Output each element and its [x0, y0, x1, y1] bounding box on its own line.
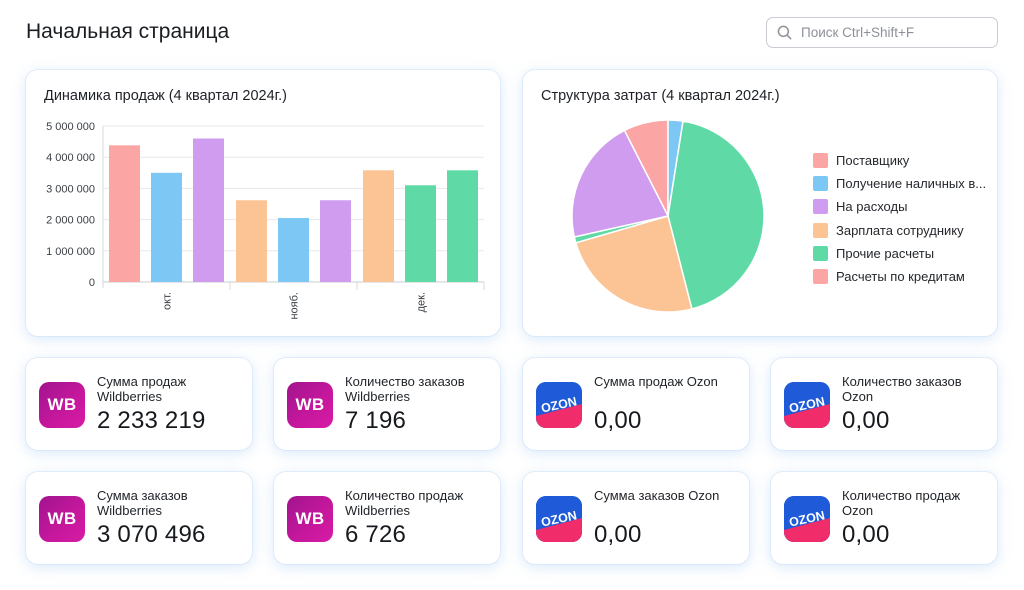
costs-pie-chart: [571, 119, 765, 313]
legend-item[interactable]: На расходы: [813, 195, 986, 218]
wb-logo-icon: WB: [39, 496, 85, 542]
y-tick-label: 4 000 000: [46, 152, 95, 164]
sales-chart-title: Динамика продаж (4 квартал 2024г.): [44, 88, 288, 104]
ozon-logo-icon: OZON: [784, 496, 830, 542]
x-tick-label: дек.: [416, 292, 428, 312]
bar[interactable]: [193, 138, 224, 282]
legend-label: Получение наличных в...: [836, 176, 987, 192]
wb-logo-icon: WB: [39, 382, 85, 428]
costs-chart-card: Структура затрат (4 квартал 2024г.) Пост…: [523, 70, 997, 336]
pie-slice[interactable]: [571, 129, 670, 238]
x-tick-label: окт.: [162, 292, 174, 310]
stat-card[interactable]: OZON Количество заказов Ozon 0,00: [771, 358, 997, 450]
y-tick-label: 3 000 000: [46, 183, 95, 195]
y-tick-label: 0: [89, 277, 95, 289]
ozon-logo-icon: OZON: [536, 382, 582, 428]
pie-slice[interactable]: [667, 120, 765, 310]
legend-label: Зарплата сотруднику: [836, 222, 964, 238]
stat-value: 2 233 219: [97, 407, 206, 434]
search-input[interactable]: [801, 25, 991, 40]
costs-chart-title: Структура затрат (4 квартал 2024г.): [541, 88, 780, 104]
search-icon: [777, 25, 792, 40]
bar[interactable]: [405, 185, 436, 282]
stat-value: 0,00: [842, 521, 890, 548]
stat-label: Количество продаж Wildberries: [345, 488, 464, 518]
stat-value: 6 726: [345, 521, 407, 548]
stat-label: Количество заказов Wildberries: [345, 374, 465, 404]
legend-item[interactable]: Получение наличных в...: [813, 172, 986, 195]
legend-label: Поставщику: [836, 153, 910, 169]
legend-swatch: [813, 245, 828, 261]
stat-value: 7 196: [345, 407, 407, 434]
legend-label: Прочие расчеты: [836, 245, 935, 261]
legend-swatch: [813, 269, 828, 285]
legend-swatch: [813, 222, 828, 238]
bar[interactable]: [151, 172, 182, 282]
ozon-logo-icon: OZON: [784, 382, 830, 428]
stat-card[interactable]: WB Сумма заказов Wildberries 3 070 496: [26, 472, 252, 564]
costs-legend: Поставщику Получение наличных в... На расх…: [813, 149, 986, 288]
stat-label: Сумма заказов Wildberries: [97, 488, 188, 518]
bar[interactable]: [447, 170, 478, 282]
legend-label: На расходы: [836, 199, 908, 215]
wb-logo-icon: WB: [287, 496, 333, 542]
legend-swatch: [813, 153, 828, 169]
y-tick-label: 5 000 000: [46, 121, 95, 133]
bar[interactable]: [278, 218, 309, 282]
bar[interactable]: [363, 170, 394, 282]
stat-card[interactable]: OZON Количество продаж Ozon 0,00: [771, 472, 997, 564]
stat-card[interactable]: WB Сумма продаж Wildberries 2 233 219: [26, 358, 252, 450]
bar[interactable]: [320, 200, 351, 282]
stat-label: Количество продаж Ozon: [842, 488, 961, 518]
stat-card[interactable]: WB Количество продаж Wildberries 6 726: [274, 472, 500, 564]
ozon-logo-icon: OZON: [536, 496, 582, 542]
stat-label: Сумма продаж Ozon: [594, 374, 718, 389]
legend-item[interactable]: Расчеты по кредитам: [813, 265, 986, 288]
legend-swatch: [813, 199, 828, 215]
search-box[interactable]: [766, 17, 998, 48]
stat-card[interactable]: OZON Сумма продаж Ozon 0,00: [523, 358, 749, 450]
page-title: Начальная страница: [26, 20, 230, 43]
sales-bar-chart: 5 000 000 4 000 000 3 000 000 2 000 000 1 00…: [46, 121, 485, 320]
stat-label: Количество заказов Ozon: [842, 374, 962, 404]
legend-swatch: [813, 176, 828, 192]
stat-card[interactable]: WB Количество заказов Wildberries 7 196: [274, 358, 500, 450]
bar[interactable]: [109, 145, 140, 282]
stat-label: Сумма заказов Ozon: [594, 488, 720, 503]
stat-value: 3 070 496: [97, 521, 206, 548]
legend-item[interactable]: Поставщику: [813, 149, 986, 172]
stat-value: 0,00: [594, 407, 642, 434]
legend-label: Расчеты по кредитам: [836, 269, 965, 285]
x-tick-label: нояб.: [289, 292, 301, 320]
stat-value: 0,00: [842, 407, 890, 434]
sales-chart-card: Динамика продаж (4 квартал 2024г.) 5 000…: [26, 70, 500, 336]
bar[interactable]: [236, 200, 267, 282]
y-tick-label: 1 000 000: [46, 246, 95, 258]
y-tick-label: 2 000 000: [46, 215, 95, 227]
legend-item[interactable]: Зарплата сотруднику: [813, 219, 986, 242]
wb-logo-icon: WB: [287, 382, 333, 428]
stat-value: 0,00: [594, 521, 642, 548]
pie-slice[interactable]: [574, 215, 693, 313]
stat-label: Сумма продаж Wildberries: [97, 374, 187, 404]
legend-item[interactable]: Прочие расчеты: [813, 242, 986, 265]
stat-card[interactable]: OZON Сумма заказов Ozon 0,00: [523, 472, 749, 564]
